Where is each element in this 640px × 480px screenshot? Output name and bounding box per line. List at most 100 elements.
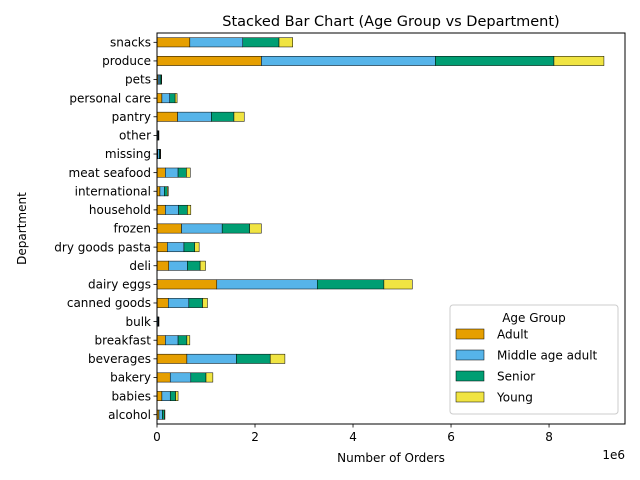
bar-meat-seafood-adult <box>156 167 166 178</box>
bar-canned-goods-senior <box>188 298 203 308</box>
bar-alcohol-young <box>164 409 166 420</box>
x-axis-offset-label: 1e6 <box>602 448 625 462</box>
bar-personal-care-senior <box>169 93 176 104</box>
bar-alcohol-senior <box>162 409 165 420</box>
y-tick-label-meat-seafood: meat seafood <box>69 166 151 180</box>
bar-breakfast-adult <box>156 335 166 346</box>
bar-bakery-adult <box>156 372 171 383</box>
bar-dry-goods-pasta-senior <box>183 242 195 253</box>
bar-dry-goods-pasta-young <box>194 242 200 253</box>
chart-title: Stacked Bar Chart (Age Group vs Departme… <box>222 14 559 30</box>
bar-personal-care-adult <box>156 93 163 104</box>
legend-swatch-senior <box>455 370 485 382</box>
y-axis-title: Department <box>15 192 29 265</box>
bar-meat-seafood-senior <box>177 167 187 178</box>
x-tick-label-4: 4 <box>349 430 357 444</box>
bar-international-middle-age-adult <box>159 186 165 197</box>
bar-meat-seafood-middle-age-adult <box>165 167 179 178</box>
x-tick-label-2: 2 <box>251 430 259 444</box>
bar-beverages-young <box>269 353 286 364</box>
bar-canned-goods-young <box>202 298 208 308</box>
bar-meat-seafood-young <box>186 167 191 178</box>
y-tick-label-dry-goods-pasta: dry goods pasta <box>54 240 151 254</box>
legend-swatch-adult <box>455 328 485 340</box>
y-tick-label-pets: pets <box>125 73 151 87</box>
bar-canned-goods-adult <box>156 298 169 308</box>
bar-missing-young <box>159 149 161 159</box>
bar-bulk-young <box>158 316 160 327</box>
legend-label-middle-age-adult: Middle age adult <box>497 348 598 362</box>
bar-snacks-adult <box>156 37 191 48</box>
bar-frozen-young <box>249 223 262 234</box>
bar-dairy-eggs-adult <box>156 279 218 290</box>
bar-canned-goods-middle-age-adult <box>168 298 190 308</box>
bar-snacks-young <box>278 37 293 48</box>
y-tick-label-other: other <box>119 129 151 143</box>
bar-personal-care-young <box>174 93 178 104</box>
bar-dairy-eggs-senior <box>316 279 385 290</box>
bar-bakery-middle-age-adult <box>169 372 192 383</box>
y-tick-label-international: international <box>75 184 151 198</box>
y-tick-label-bulk: bulk <box>125 315 151 329</box>
bar-personal-care-middle-age-adult <box>161 93 170 104</box>
y-tick-label-missing: missing <box>105 147 151 161</box>
bar-produce-senior <box>435 56 555 66</box>
bar-international-young <box>167 186 169 197</box>
bar-produce-adult <box>156 56 262 66</box>
y-tick-label-canned-goods: canned goods <box>67 296 151 310</box>
bar-deli-middle-age-adult <box>168 260 188 271</box>
bar-breakfast-senior <box>177 335 188 346</box>
bar-breakfast-middle-age-adult <box>165 335 179 346</box>
bar-babies-senior <box>169 391 176 401</box>
y-tick-label-pantry: pantry <box>112 110 151 124</box>
bar-pantry-senior <box>211 111 235 122</box>
bar-bakery-young <box>205 372 214 383</box>
bar-frozen-adult <box>156 223 182 234</box>
bar-frozen-middle-age-adult <box>181 223 223 234</box>
legend-box <box>449 304 619 415</box>
bar-dairy-eggs-young <box>383 279 413 290</box>
legend-title: Age Group <box>502 311 566 325</box>
bar-pantry-adult <box>156 111 178 122</box>
bar-pantry-young <box>233 111 245 122</box>
bar-babies-middle-age-adult <box>161 391 171 401</box>
bar-other-young <box>158 130 160 141</box>
bar-pets-young <box>160 74 162 85</box>
x-axis-title: Number of Orders <box>337 451 445 465</box>
bar-beverages-senior <box>236 353 271 364</box>
legend-items: Adult Middle age adult Senior Young <box>455 327 598 404</box>
bar-beverages-adult <box>156 353 188 364</box>
bar-babies-young <box>175 391 179 401</box>
bar-produce-young <box>553 56 605 66</box>
legend-label-senior: Senior <box>497 369 535 383</box>
y-tick-label-breakfast: breakfast <box>94 333 151 347</box>
y-axis: alcohol babies bakery beverages breakfast bul… <box>54 36 157 422</box>
bar-deli-young <box>199 260 206 271</box>
bar-breakfast-young <box>186 335 191 346</box>
y-tick-label-household: household <box>89 203 151 217</box>
bar-household-adult <box>156 204 166 215</box>
bars-layer <box>156 37 605 420</box>
bar-international-senior <box>164 186 168 197</box>
y-tick-label-dairy-eggs: dairy eggs <box>88 278 151 292</box>
x-axis: 0 2 4 6 8 <box>153 424 553 444</box>
y-tick-label-personal-care: personal care <box>69 91 151 105</box>
legend: Age Group Adult Middle age adult Senior You… <box>449 304 619 415</box>
bar-household-middle-age-adult <box>165 204 179 215</box>
x-tick-label-8: 8 <box>545 430 553 444</box>
legend-label-young: Young <box>496 390 533 404</box>
bar-babies-adult <box>156 391 163 401</box>
legend-swatch-young <box>455 391 485 403</box>
bar-pantry-middle-age-adult <box>177 111 212 122</box>
y-tick-label-snacks: snacks <box>110 36 151 50</box>
y-tick-label-deli: deli <box>129 259 151 273</box>
bar-dairy-eggs-middle-age-adult <box>216 279 318 290</box>
bar-household-young <box>187 204 192 215</box>
y-tick-label-alcohol: alcohol <box>108 408 151 422</box>
bar-alcohol-middle-age-adult <box>158 409 163 420</box>
x-tick-label-6: 6 <box>447 430 455 444</box>
y-tick-label-frozen: frozen <box>113 222 151 236</box>
y-tick-label-beverages: beverages <box>88 352 151 366</box>
bar-snacks-middle-age-adult <box>189 37 244 48</box>
